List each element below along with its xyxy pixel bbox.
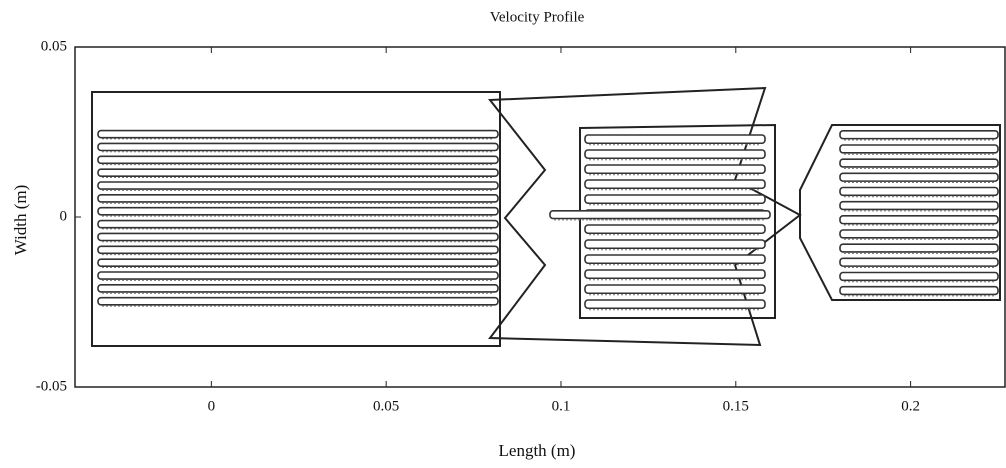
flow-bar: [584, 134, 766, 145]
flow-bar: [549, 210, 771, 220]
flow-bar: [97, 296, 499, 306]
flow-bar: [839, 130, 999, 140]
x-tick-label: 0: [208, 398, 216, 414]
flow-bar: [97, 142, 499, 152]
flow-bar: [97, 206, 499, 216]
flow-bar: [584, 239, 766, 250]
flow-bar: [584, 299, 766, 310]
x-tick-label: 0.05: [373, 398, 399, 414]
flow-bar: [839, 257, 999, 267]
flow-bar: [97, 284, 499, 293]
flow-bar: [97, 129, 499, 139]
y-tick-label: 0.05: [41, 38, 67, 54]
flow-bar: [839, 215, 999, 225]
flow-bar: [97, 181, 499, 190]
flow-bar: [584, 149, 766, 160]
y-axis-label: Width (m): [11, 185, 30, 256]
flow-geometry: [91, 86, 1001, 347]
channel-block: [579, 123, 776, 319]
channel-block: [91, 91, 501, 347]
flow-bar: [584, 164, 766, 175]
y-tick-label: 0: [60, 208, 68, 224]
flow-bar: [97, 258, 499, 268]
flow-bar: [839, 285, 999, 296]
x-tick-label: 0.1: [552, 398, 571, 414]
y-tick-label: -0.05: [36, 378, 67, 394]
x-tick-label: 0.15: [723, 398, 749, 414]
flow-bar: [97, 219, 499, 229]
flow-bar: [97, 155, 499, 165]
flow-bar: [97, 245, 499, 255]
flow-bar: [839, 158, 999, 168]
flow-bar: [584, 179, 766, 190]
flow-bar: [584, 224, 766, 235]
flow-bar: [584, 269, 766, 280]
flow-bar: [97, 194, 499, 203]
flow-bar: [584, 194, 766, 205]
flow-bar: [839, 243, 999, 253]
flow-bar: [839, 271, 999, 282]
flow-bar: [839, 144, 999, 154]
channel-block: [799, 124, 1001, 301]
flow-bar: [839, 186, 999, 197]
flow-bar: [839, 172, 999, 182]
x-tick-label: 0.2: [901, 398, 920, 414]
flow-bar: [839, 200, 999, 211]
flow-bar: [97, 271, 499, 280]
flow-bar: [839, 229, 999, 239]
flow-bar: [584, 284, 766, 295]
flow-bar: [97, 232, 499, 242]
x-axis-label: Length (m): [499, 441, 576, 460]
flow-bar: [97, 168, 499, 178]
flow-bar: [584, 254, 766, 265]
chart-title: Velocity Profile: [490, 9, 585, 25]
